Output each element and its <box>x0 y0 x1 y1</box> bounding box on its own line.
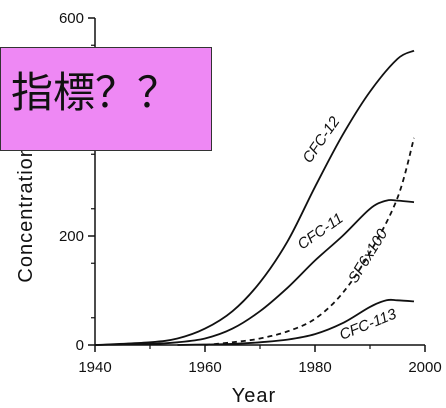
y-tick-label: 200 <box>59 228 84 245</box>
x-axis-title: Year <box>232 385 276 407</box>
y-tick-label: 600 <box>59 10 84 27</box>
series-line-cfc-113 <box>177 298 415 346</box>
x-tick-label: 2000 <box>408 359 441 376</box>
series-line-sf6x100 <box>204 137 415 346</box>
y-tick-label: 0 <box>76 337 84 354</box>
label-cfc113: CFC-113 <box>337 305 399 343</box>
label-cfc12: CFC-12 <box>299 113 343 166</box>
x-tick-label: 1940 <box>78 359 111 376</box>
label-sf6: SF6x100 <box>345 226 392 286</box>
series-line-cfc-11 <box>94 199 415 346</box>
annotation-overlay-box: 指標？？ <box>0 47 212 151</box>
annotation-overlay-text: 指標？？ <box>11 68 180 117</box>
x-tick-label: 1960 <box>188 359 221 376</box>
series-line-cfc-12 <box>94 49 415 346</box>
label-cfc11: CFC-11 <box>295 210 347 253</box>
x-tick-label: 1980 <box>298 359 331 376</box>
